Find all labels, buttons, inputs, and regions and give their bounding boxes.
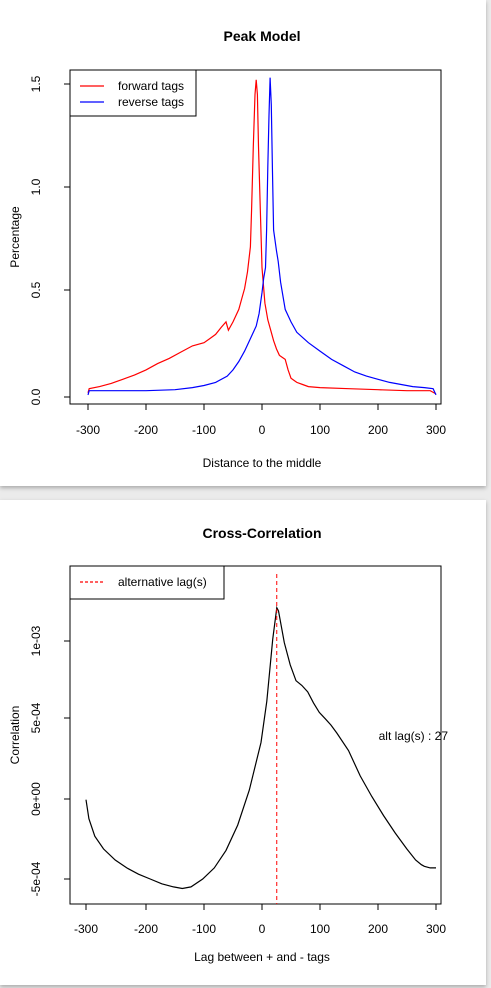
plot-frame [69, 69, 442, 405]
peak-model-panel: Peak Model -300 -200 -100 0 100 200 300 0.0 0.5 1.… [0, 0, 486, 486]
x-tick-label: 0 [259, 922, 266, 936]
x-tick-label: 200 [368, 922, 388, 936]
x-tick-label: -200 [134, 922, 158, 936]
legend-box [69, 69, 197, 117]
series-line [85, 605, 436, 890]
x-axis-label: Lag between + and - tags [194, 950, 330, 964]
legend-label: alternative lag(s) [118, 575, 207, 589]
y-tick-label: 0.0 [29, 388, 43, 405]
y-tick-label: -5e-04 [29, 861, 43, 896]
x-tick-label: 100 [310, 423, 330, 437]
legend-label: forward tags [118, 79, 184, 93]
y-tick-label: 0e+00 [29, 782, 43, 816]
x-tick-label: -300 [76, 423, 100, 437]
x-tick-label: 100 [310, 922, 330, 936]
y-axis-label: Percentage [8, 206, 22, 268]
chart-title: Cross-Correlation [202, 525, 321, 541]
x-axis-label: Distance to the middle [203, 456, 322, 470]
peak-model-chart: Peak Model -300 -200 -100 0 100 200 300 0.0 0.5 1.… [8, 28, 446, 470]
cross-correlation-chart: Cross-Correlation -300 -200 -100 0 100 200 300 -… [8, 525, 449, 964]
series-line [87, 77, 437, 396]
x-tick-label: 0 [259, 423, 266, 437]
legend-label: reverse tags [118, 95, 184, 109]
x-tick-label: -200 [134, 423, 158, 437]
y-tick-label: 5e-04 [29, 702, 43, 733]
x-tick-label: -100 [192, 922, 216, 936]
y-tick-label: 0.5 [29, 281, 43, 298]
plot-frame [69, 565, 442, 905]
x-tick-label: -100 [192, 423, 216, 437]
series-line [87, 79, 437, 395]
cross-correlation-panel: Cross-Correlation -300 -200 -100 0 100 200 300 -… [0, 500, 486, 985]
x-tick-label: -300 [74, 922, 98, 936]
y-axis-label: Correlation [8, 706, 22, 765]
y-tick-label: 1e-03 [29, 625, 43, 656]
chart-title: Peak Model [223, 28, 300, 44]
x-tick-label: 300 [426, 423, 446, 437]
x-tick-label: 200 [368, 423, 388, 437]
alt-lag-annotation: alt lag(s) : 27 [379, 729, 449, 743]
x-tick-label: 300 [426, 922, 446, 936]
y-tick-label: 1.5 [29, 75, 43, 92]
y-tick-label: 1.0 [29, 178, 43, 195]
